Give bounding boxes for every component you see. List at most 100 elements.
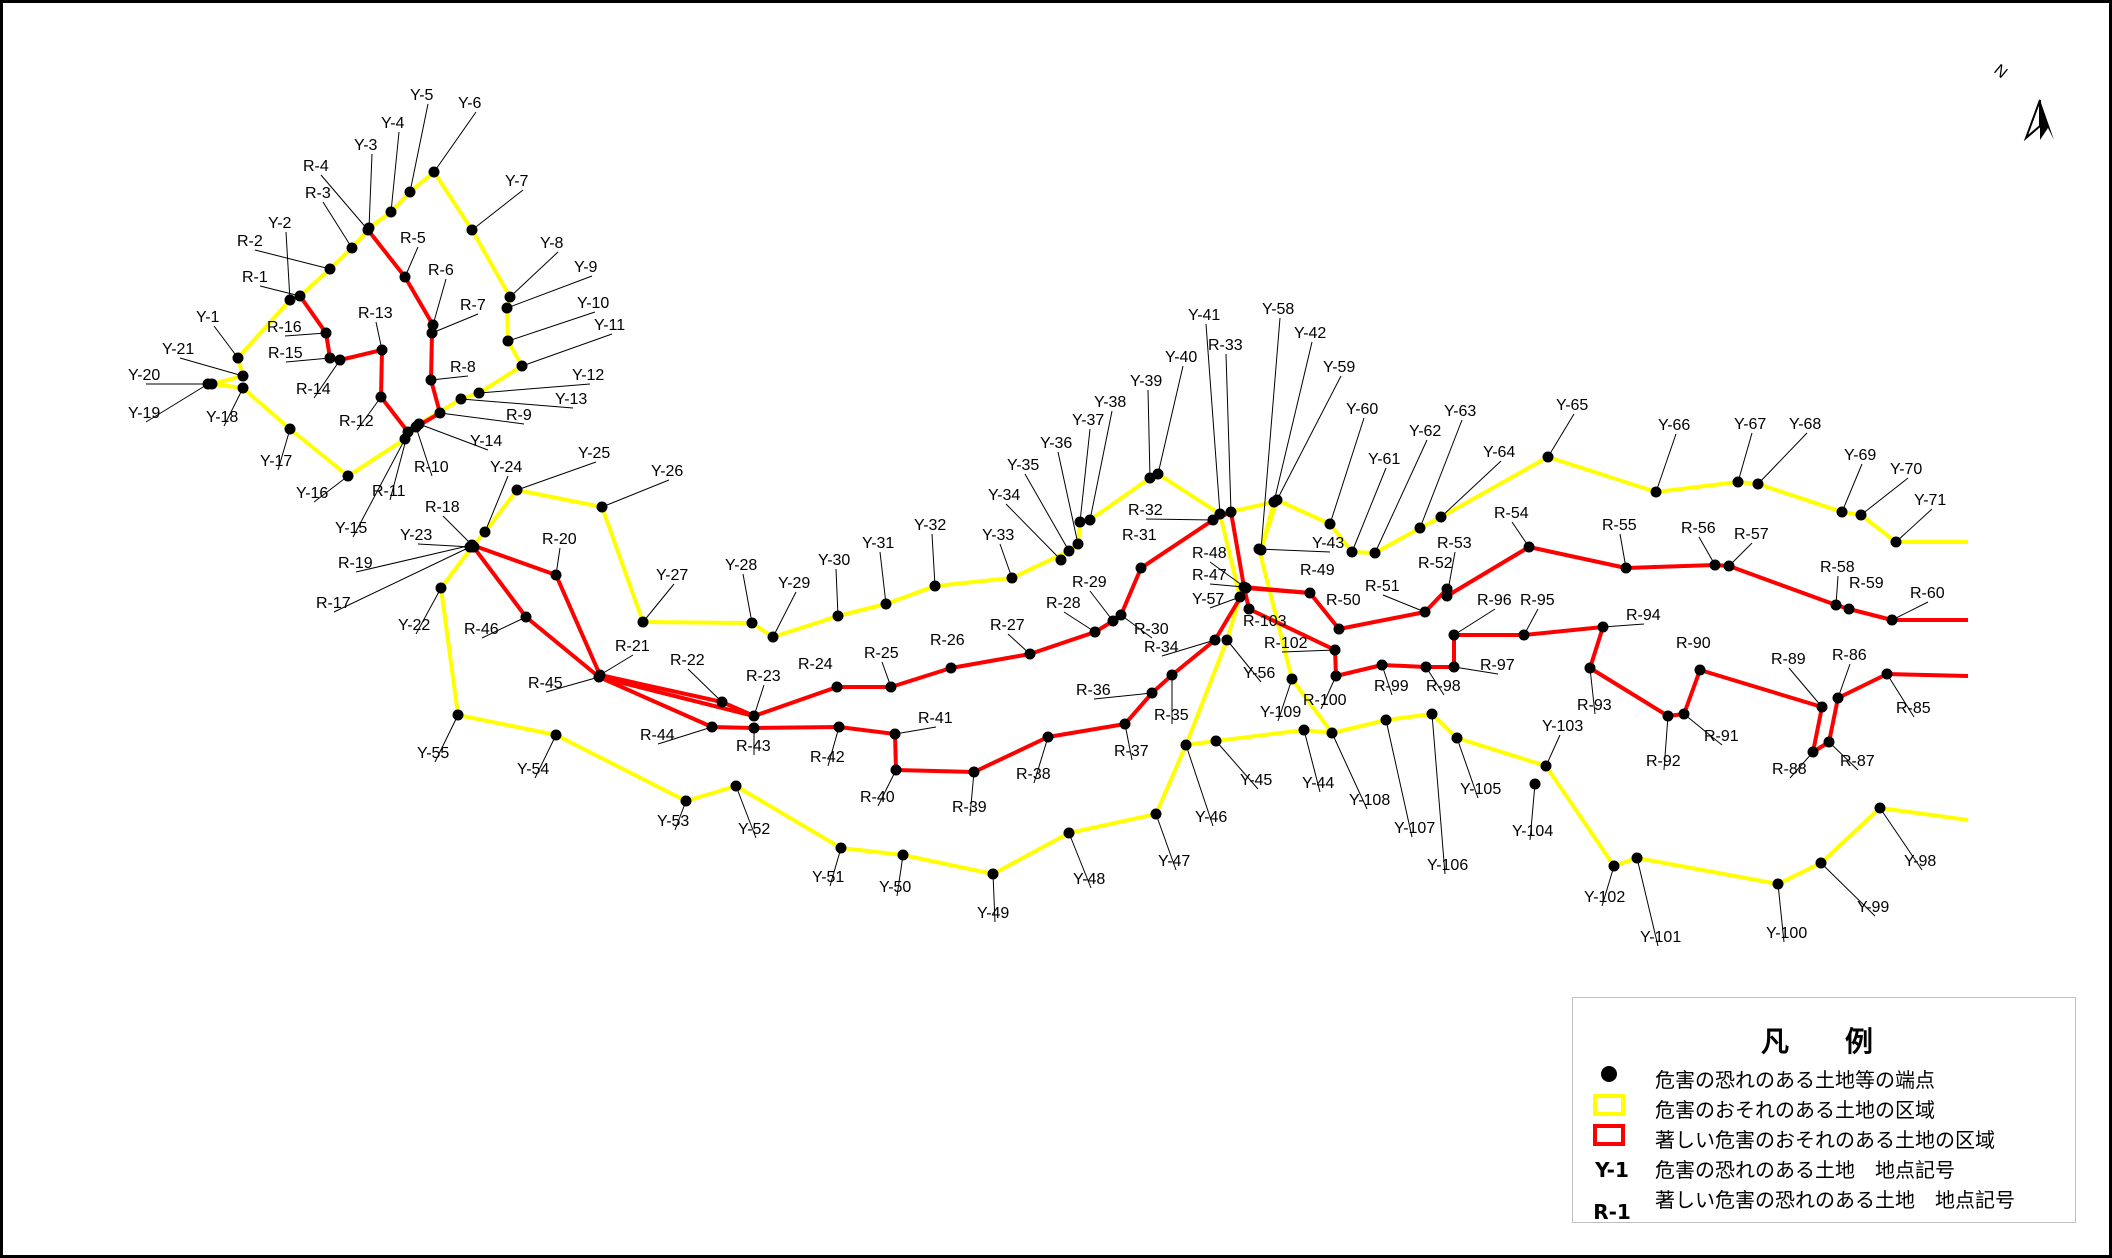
leader-line (1456, 737, 1479, 799)
point-label: R-51 (1365, 578, 1400, 595)
leader-line (1205, 323, 1221, 515)
leader-line (1777, 883, 1785, 943)
leader-line (772, 591, 797, 638)
endpoint-marker (706, 721, 718, 733)
endpoint-marker (425, 374, 437, 386)
endpoint-marker (399, 271, 411, 283)
leader-line (1093, 692, 1153, 700)
point-label: R-55 (1602, 517, 1637, 534)
point-label: R-43 (736, 738, 771, 755)
endpoint-marker (1152, 468, 1164, 480)
endpoint-marker (346, 242, 358, 254)
endpoint-marker (831, 681, 843, 693)
point-label: Y-63 (1444, 403, 1476, 420)
point-label: R-54 (1494, 505, 1529, 522)
point-label: Y-57 (1192, 591, 1224, 608)
leader-line (313, 359, 341, 399)
endpoint-marker (1146, 687, 1158, 699)
leader-line (1895, 508, 1933, 543)
endpoint-marker (1024, 648, 1036, 660)
endpoint-marker (1890, 536, 1902, 548)
endpoint-marker (1843, 603, 1855, 615)
leader-line (509, 251, 559, 298)
point-label: Y-55 (417, 745, 449, 762)
point-label: Y-69 (1844, 447, 1876, 464)
leader-line (409, 103, 429, 193)
leader-line (471, 189, 524, 231)
endpoint-marker (1055, 554, 1067, 566)
point-label: R-27 (990, 617, 1025, 634)
point-label: Y-23 (400, 527, 432, 544)
endpoint-marker (294, 290, 306, 302)
leader-line (478, 383, 591, 394)
leader-line (1385, 719, 1413, 838)
point-label: R-89 (1771, 651, 1806, 668)
endpoint-marker (1166, 669, 1178, 681)
point-label: Y-18 (206, 409, 238, 426)
point-label: R-47 (1192, 567, 1227, 584)
leader-line (1382, 594, 1426, 613)
point-label: Y-22 (398, 617, 430, 634)
point-label: Y-37 (1072, 412, 1104, 429)
endpoint-marker (835, 842, 847, 854)
leader-line (179, 357, 244, 377)
leader-line (931, 533, 936, 587)
endpoint-marker (404, 186, 416, 198)
point-label: Y-54 (517, 761, 549, 778)
endpoint-marker (1225, 506, 1237, 518)
point-label: R-52 (1418, 555, 1453, 572)
endpoint-marker (1333, 623, 1345, 635)
point-label: R-34 (1144, 639, 1179, 656)
leader-line (829, 847, 842, 887)
point-label: R-23 (746, 668, 781, 685)
endpoint-marker (1886, 614, 1898, 626)
leader-line (1841, 463, 1863, 513)
point-label: Y-16 (296, 485, 328, 502)
leader-line (333, 546, 471, 613)
endpoint-marker (1330, 670, 1342, 682)
endpoint-marker (1072, 538, 1084, 550)
leader-line (642, 583, 675, 623)
leader-line (1828, 741, 1859, 771)
leader-line (992, 873, 996, 923)
point-label: Y-56 (1243, 665, 1275, 682)
endpoint-marker (511, 484, 523, 496)
endpoint-marker (1584, 662, 1596, 674)
endpoint-marker (680, 795, 692, 807)
endpoint-marker (1542, 451, 1554, 463)
point-label: Y-58 (1262, 301, 1294, 318)
point-label: R-56 (1681, 520, 1716, 537)
point-label: R-12 (339, 413, 374, 430)
endpoint-marker (1074, 516, 1086, 528)
point-label: R-14 (296, 381, 331, 398)
point-label: Y-101 (1640, 929, 1681, 946)
endpoint-marker (1830, 599, 1842, 611)
point-label: Y-8 (540, 235, 564, 252)
endpoint-marker (1234, 591, 1246, 603)
leader-line (1079, 428, 1091, 523)
leader-line (1089, 410, 1113, 521)
leader-line (460, 398, 574, 409)
point-label: Y-14 (470, 433, 502, 450)
point-label: Y-34 (988, 487, 1020, 504)
endpoint-marker (1326, 727, 1338, 739)
point-label: R-60 (1910, 585, 1945, 602)
leader-line (1545, 734, 1561, 767)
point-label: R-13 (358, 305, 393, 322)
point-label: Y-104 (1512, 823, 1553, 840)
leader-line (1547, 413, 1575, 458)
leader-line (355, 544, 473, 573)
point-label: Y-66 (1658, 417, 1690, 434)
point-label: Y-19 (128, 405, 160, 422)
endpoint-marker (1631, 852, 1643, 864)
point-label: Y-61 (1368, 451, 1400, 468)
leader-line (322, 201, 353, 249)
point-labels: Y-1 Y-2 Y-3Y-4 Y-5 Y-6 Y-7 Y-8 Y-9 Y-10 Y-11 Y-12 Y… (128, 87, 1946, 946)
leader-line (1820, 862, 1876, 917)
point-label: Y-41 (1188, 307, 1220, 324)
endpoint-marker (284, 294, 296, 306)
point-label: R-32 (1128, 502, 1163, 519)
endpoint-marker (334, 354, 346, 366)
point-label: Y-26 (651, 463, 683, 480)
